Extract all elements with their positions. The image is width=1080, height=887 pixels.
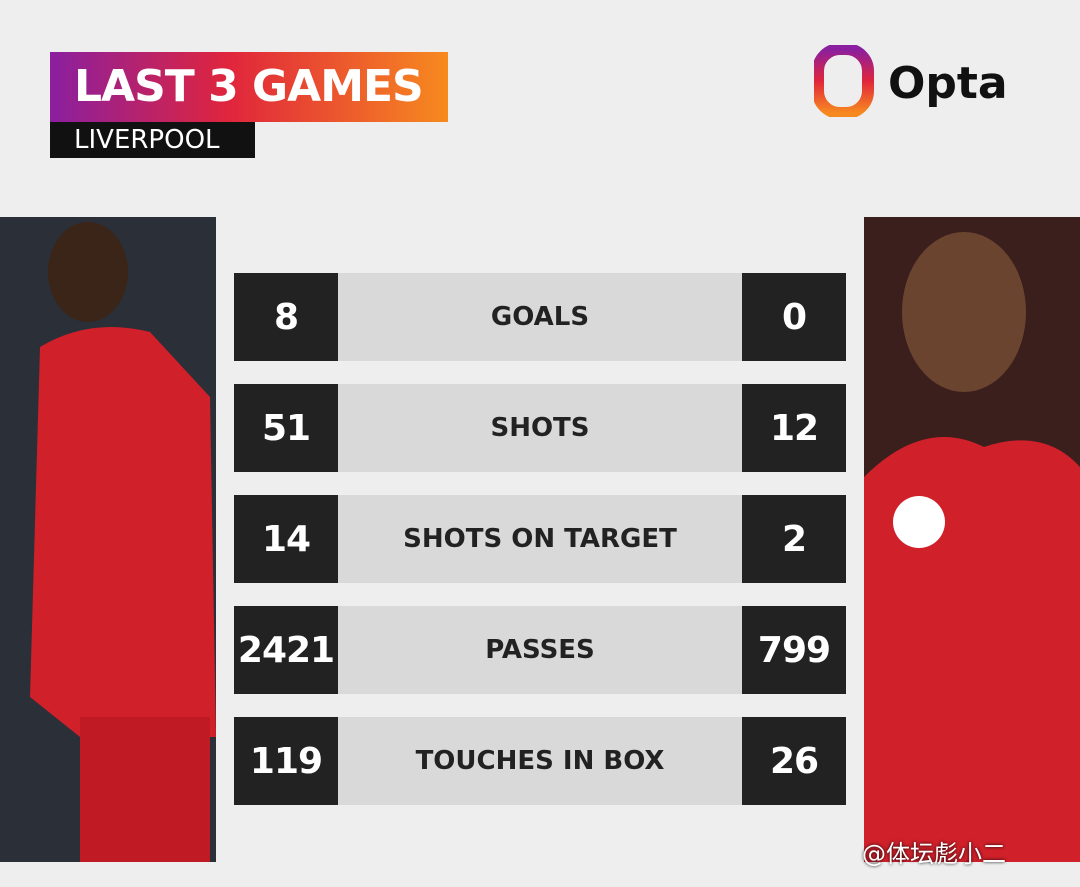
brand: Opta bbox=[888, 58, 1008, 109]
stat-label: SHOTS ON TARGET bbox=[338, 495, 742, 583]
watermark: @体坛彪小二 bbox=[862, 840, 1006, 868]
stat-label: PASSES bbox=[338, 606, 742, 694]
stat-row: 2421 PASSES 799 bbox=[234, 606, 846, 694]
left-value: 119 bbox=[234, 717, 338, 805]
player-photo-left bbox=[0, 217, 216, 862]
left-value: 8 bbox=[234, 273, 338, 361]
stat-row: 8 GOALS 0 bbox=[234, 273, 846, 361]
player-photo-right bbox=[864, 217, 1080, 862]
right-value: 799 bbox=[742, 606, 846, 694]
right-value: 0 bbox=[742, 273, 846, 361]
left-value: 2421 bbox=[234, 606, 338, 694]
stat-label: TOUCHES IN BOX bbox=[338, 717, 742, 805]
title: LAST 3 GAMES bbox=[50, 52, 448, 122]
stat-label: GOALS bbox=[338, 273, 742, 361]
left-value: 51 bbox=[234, 384, 338, 472]
right-value: 2 bbox=[742, 495, 846, 583]
subtitle: LIVERPOOL bbox=[50, 122, 255, 158]
left-value: 14 bbox=[234, 495, 338, 583]
right-value: 26 bbox=[742, 717, 846, 805]
stat-row: 119 TOUCHES IN BOX 26 bbox=[234, 717, 846, 805]
stat-row: 14 SHOTS ON TARGET 2 bbox=[234, 495, 846, 583]
stat-row: 51 SHOTS 12 bbox=[234, 384, 846, 472]
stat-label: SHOTS bbox=[338, 384, 742, 472]
logo bbox=[814, 45, 874, 117]
right-value: 12 bbox=[742, 384, 846, 472]
